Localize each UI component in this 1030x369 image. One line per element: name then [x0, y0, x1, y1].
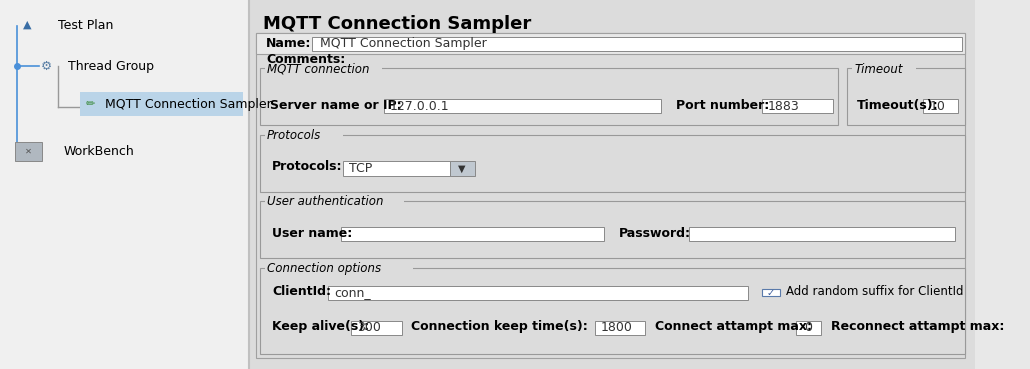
Text: 300: 300: [356, 321, 381, 334]
Text: MQTT Connection Sampler: MQTT Connection Sampler: [319, 37, 486, 51]
FancyBboxPatch shape: [261, 135, 965, 192]
Text: Password:: Password:: [619, 227, 691, 240]
Text: MQTT Connection Sampler: MQTT Connection Sampler: [105, 97, 272, 111]
FancyBboxPatch shape: [343, 161, 450, 176]
Text: Reconnect attampt max:: Reconnect attampt max:: [830, 320, 1004, 333]
Text: Add random suffix for ClientId: Add random suffix for ClientId: [786, 285, 963, 298]
FancyBboxPatch shape: [265, 265, 413, 273]
FancyBboxPatch shape: [384, 99, 661, 113]
FancyBboxPatch shape: [80, 92, 243, 116]
FancyBboxPatch shape: [256, 33, 965, 54]
Text: ✕: ✕: [25, 147, 32, 156]
Text: Keep alive(s):: Keep alive(s):: [272, 320, 369, 333]
Text: User authentication: User authentication: [267, 195, 383, 208]
FancyBboxPatch shape: [265, 66, 382, 74]
Text: Connection options: Connection options: [267, 262, 381, 275]
Text: 10: 10: [929, 100, 946, 113]
Text: Connection keep time(s):: Connection keep time(s):: [411, 320, 588, 333]
Text: Comments:: Comments:: [266, 52, 345, 66]
FancyBboxPatch shape: [761, 99, 832, 113]
Text: ✏: ✏: [85, 99, 96, 109]
Text: TCP: TCP: [349, 162, 372, 175]
FancyBboxPatch shape: [265, 132, 343, 140]
Text: MQTT connection: MQTT connection: [267, 62, 370, 76]
FancyBboxPatch shape: [923, 99, 958, 113]
Text: Test Plan: Test Plan: [59, 18, 114, 32]
Text: 1800: 1800: [600, 321, 632, 334]
FancyBboxPatch shape: [256, 33, 965, 358]
FancyBboxPatch shape: [450, 161, 475, 176]
Text: ▲: ▲: [23, 20, 32, 30]
Text: Timeout: Timeout: [854, 62, 902, 76]
Text: User name:: User name:: [272, 227, 352, 240]
Text: Protocols: Protocols: [267, 129, 321, 142]
FancyBboxPatch shape: [762, 289, 780, 296]
Text: 127.0.0.1: 127.0.0.1: [390, 100, 449, 113]
Text: ▼: ▼: [458, 163, 466, 174]
FancyBboxPatch shape: [14, 142, 42, 161]
FancyBboxPatch shape: [261, 68, 837, 125]
FancyBboxPatch shape: [689, 227, 955, 241]
FancyBboxPatch shape: [329, 286, 748, 300]
FancyBboxPatch shape: [248, 0, 974, 369]
FancyBboxPatch shape: [261, 268, 965, 354]
Text: ClientId:: ClientId:: [272, 285, 331, 298]
FancyBboxPatch shape: [796, 321, 821, 335]
Text: Port number:: Port number:: [676, 99, 769, 112]
Text: conn_: conn_: [335, 286, 371, 299]
FancyBboxPatch shape: [265, 199, 404, 207]
Text: WorkBench: WorkBench: [64, 145, 134, 158]
Text: Server name or IP:: Server name or IP:: [270, 99, 402, 112]
Text: Thread Group: Thread Group: [68, 60, 154, 73]
Text: MQTT Connection Sampler: MQTT Connection Sampler: [264, 15, 531, 33]
FancyBboxPatch shape: [852, 66, 916, 74]
Text: Connect attampt max:: Connect attampt max:: [655, 320, 812, 333]
Text: ⚙: ⚙: [41, 60, 53, 73]
Text: Protocols:: Protocols:: [272, 160, 342, 173]
FancyBboxPatch shape: [261, 201, 965, 258]
Text: 0: 0: [804, 321, 813, 334]
FancyBboxPatch shape: [351, 321, 402, 335]
FancyBboxPatch shape: [0, 0, 248, 369]
FancyBboxPatch shape: [312, 37, 962, 51]
Text: ✓: ✓: [767, 287, 776, 298]
FancyBboxPatch shape: [848, 68, 965, 125]
FancyBboxPatch shape: [594, 321, 646, 335]
FancyBboxPatch shape: [341, 227, 605, 241]
Text: Timeout(s):: Timeout(s):: [857, 99, 938, 112]
Text: 1883: 1883: [767, 100, 799, 113]
Text: Name:: Name:: [266, 37, 311, 50]
